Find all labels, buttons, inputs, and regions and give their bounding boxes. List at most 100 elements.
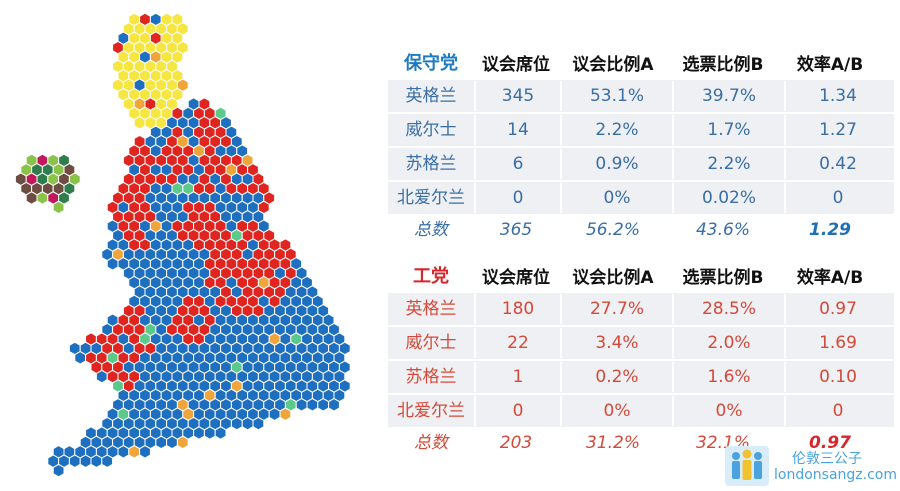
constituency-hex: [166, 435, 178, 450]
seat-share-cell: 53.1%: [560, 81, 672, 111]
watermark-cn: 伦敦三公子: [792, 451, 862, 467]
table-row: 苏格兰 1 0.2% 1.6% 0.10: [388, 359, 894, 393]
efficiency-cell: 1.69: [784, 328, 890, 358]
seat-share-cell: 0.2%: [560, 362, 672, 392]
total-label: 总数: [414, 433, 448, 453]
region-label: 北爱尔兰: [397, 401, 465, 421]
seat-share-cell: 0%: [560, 396, 672, 426]
seats-cell: 14: [474, 115, 560, 145]
seats-cell: 0: [474, 183, 560, 213]
constituency-hex: [128, 445, 141, 459]
constituency-hex: [139, 445, 151, 459]
col-efficiency: 效率A/B: [796, 267, 864, 288]
total-efficiency: 1.29: [809, 220, 851, 240]
vote-share-cell: 0.02%: [672, 183, 784, 213]
constituency-hex: [74, 351, 87, 365]
total-seat-share: 56.2%: [585, 220, 640, 240]
constituency-hex: [79, 454, 92, 468]
region-label: 英格兰: [405, 86, 457, 106]
vote-share-cell: 2.0%: [672, 328, 784, 358]
constituency-hex: [68, 454, 81, 468]
region-label: 北爱尔兰: [397, 188, 465, 208]
total-seats: 365: [499, 220, 533, 240]
constituency-hex: [317, 398, 330, 412]
vote-share-cell: 39.7%: [672, 81, 784, 111]
efficiency-cell: 1.34: [784, 81, 890, 111]
seats-cell: 180: [474, 294, 560, 324]
watermark-url: londonsangz.com: [774, 467, 897, 483]
seats-cell: 0: [474, 396, 560, 426]
col-efficiency: 效率A/B: [796, 54, 864, 75]
constituency-hex: [279, 407, 292, 421]
region-label: 苏格兰: [405, 154, 457, 174]
constituency-hex: [36, 191, 49, 205]
seat-share-cell: 3.4%: [560, 328, 672, 358]
constituency-hex: [306, 398, 319, 412]
region-label: 苏格兰: [405, 367, 457, 387]
labour-header-row: 工党 议会席位 议会比例A 选票比例B 效率A/B: [388, 259, 894, 291]
constituency-hex: [52, 200, 65, 215]
table-row: 英格兰 180 27.7% 28.5% 0.97: [388, 291, 894, 325]
region-label: 英格兰: [405, 299, 457, 319]
col-seats: 议会席位: [482, 54, 550, 75]
efficiency-cell: 0: [784, 183, 890, 213]
vote-share-cell: 1.7%: [672, 115, 784, 145]
constituency-hex: [133, 116, 146, 130]
conservative-header-row: 保守党 议会席位 议会比例A 选票比例B 效率A/B: [388, 46, 894, 78]
constituency-hex: [117, 445, 130, 459]
vote-share-cell: 28.5%: [672, 294, 784, 324]
constituency-hex: [95, 369, 108, 384]
constituency-hex: [241, 416, 254, 431]
seats-cell: 6: [474, 149, 560, 179]
region-label: 威尔士: [405, 120, 457, 140]
constituency-hex: [268, 407, 281, 421]
vote-share-cell: 2.2%: [672, 149, 784, 179]
seats-cell: 22: [474, 328, 560, 358]
seat-share-cell: 2.2%: [560, 115, 672, 145]
conservative-table: 保守党 议会席位 议会比例A 选票比例B 效率A/B 英格兰 345 53.1%…: [388, 46, 894, 246]
efficiency-cell: 0.42: [784, 149, 890, 179]
total-seats: 203: [499, 433, 533, 453]
constituency-hex: [52, 463, 65, 478]
table-row: 英格兰 345 53.1% 39.7% 1.34: [388, 78, 894, 112]
table-row: 威尔士 14 2.2% 1.7% 1.27: [388, 112, 894, 146]
table-row: 威尔士 22 3.4% 2.0% 1.69: [388, 325, 894, 359]
efficiency-cell: 1.27: [784, 115, 890, 145]
table-row: 北爱尔兰 0 0% 0% 0: [388, 393, 894, 427]
efficiency-cell: 0.10: [784, 362, 890, 392]
total-seat-share: 31.2%: [585, 433, 640, 453]
constituency-hex: [214, 426, 227, 440]
constituency-hex: [193, 426, 205, 440]
constituency-hex: [25, 191, 38, 205]
seats-cell: 345: [474, 81, 560, 111]
col-vote-share: 选票比例B: [682, 267, 764, 288]
table-row: 北爱尔兰 0 0% 0.02% 0: [388, 180, 894, 214]
constituency-hex: [328, 398, 340, 412]
vote-share-cell: 1.6%: [672, 362, 784, 392]
seat-share-cell: 0%: [560, 183, 672, 213]
efficiency-cell: 0: [784, 396, 890, 426]
uk-hex-map: [14, 12, 351, 478]
constituency-hex: [230, 416, 243, 431]
party-name: 保守党: [404, 53, 458, 74]
table-row: 苏格兰 6 0.9% 2.2% 0.42: [388, 146, 894, 180]
constituency-hex: [176, 435, 189, 450]
seat-share-cell: 0.9%: [560, 149, 672, 179]
watermark: 伦敦三公子 londonsangz.com: [722, 442, 900, 488]
total-label: 总数: [414, 220, 448, 240]
efficiency-cell: 0.97: [784, 294, 890, 324]
constituency-hex: [106, 257, 119, 271]
constituency-hex: [252, 416, 265, 431]
region-label: 威尔士: [405, 333, 457, 353]
constituency-hex: [295, 398, 308, 412]
constituency-hex: [90, 454, 103, 468]
constituency-hex: [203, 426, 216, 440]
seats-cell: 1: [474, 362, 560, 392]
total-row: 总数 365 56.2% 43.6% 1.29: [388, 214, 894, 246]
col-seat-share: 议会比例A: [572, 267, 654, 288]
total-efficiency: 0.97: [809, 433, 851, 453]
constituency-hex: [155, 435, 168, 450]
col-seats: 议会席位: [482, 267, 550, 288]
party-name: 工党: [413, 266, 449, 287]
labour-table: 工党 议会席位 议会比例A 选票比例B 效率A/B 英格兰 180 27.7% …: [388, 259, 894, 459]
